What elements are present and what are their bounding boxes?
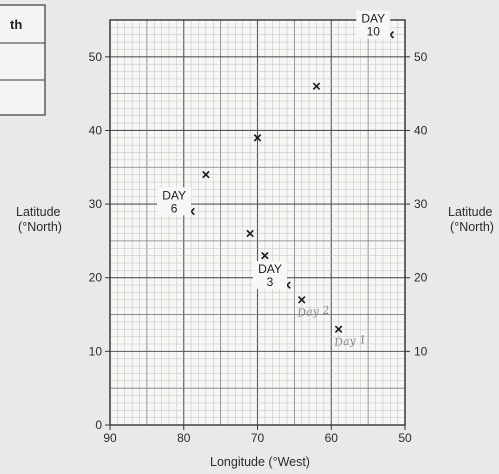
data-point-stroke — [253, 134, 262, 142]
x-tick-label: 70 — [251, 431, 265, 445]
day-label: DAY 3 — [258, 262, 282, 289]
y-tick-label-right: 10 — [414, 344, 428, 358]
day-label: DAY 10 — [361, 12, 385, 39]
day-label-background — [356, 10, 391, 39]
day-label: DAY 6 — [162, 188, 186, 215]
table-fragment: th — [0, 4, 46, 116]
y-tick-label-left: 40 — [89, 123, 103, 137]
handwritten-day-label: Day 2 — [296, 304, 330, 320]
data-point — [334, 325, 343, 334]
y-axis-label-right-line2: (°North) — [450, 220, 494, 234]
y-tick-label-right: 50 — [414, 50, 428, 64]
data-point — [202, 170, 210, 179]
handwritten-day-label: Day 1 — [333, 333, 367, 349]
day-label-line: 6 — [171, 201, 178, 215]
data-point — [297, 296, 306, 304]
y-tick-label-right: 30 — [414, 197, 428, 211]
day-label-background — [253, 261, 287, 290]
data-point-stroke — [334, 325, 343, 334]
x-tick-label: 90 — [103, 431, 117, 445]
y-axis-label-left: Latitude (°North) — [16, 205, 64, 234]
y-tick-label-left: 10 — [89, 344, 103, 358]
y-tick-label-right: 40 — [414, 123, 428, 137]
y-axis-label-left-line2: (°North) — [18, 220, 62, 234]
data-point — [261, 251, 269, 260]
data-point — [246, 229, 254, 238]
data-point-stroke — [297, 296, 306, 304]
day-label-line: 3 — [267, 275, 274, 289]
day-label-line: DAY — [258, 262, 282, 276]
x-axis-label: Longitude (°West) — [210, 455, 310, 469]
data-point-stroke — [261, 251, 269, 260]
y-axis-label-left-line1: Latitude — [16, 205, 61, 219]
tick-labels: 90 80 70 60 50 0 10 20 30 40 50 10 20 30 40 50 — [89, 50, 428, 445]
y-axis-label-right: Latitude (°North) — [448, 205, 496, 234]
data-point — [253, 134, 262, 142]
x-tick-label: 50 — [398, 431, 412, 445]
day-label-line: DAY — [162, 188, 186, 202]
y-tick-label-left: 0 — [95, 418, 102, 432]
y-tick-label-left: 50 — [89, 50, 103, 64]
data-point-stroke — [312, 82, 321, 91]
y-axis-label-right-line1: Latitude — [448, 205, 493, 219]
day-label-line: DAY — [361, 12, 385, 26]
y-tick-label-right: 20 — [414, 271, 428, 285]
table-border — [0, 4, 46, 116]
x-tick-label: 80 — [177, 431, 191, 445]
day-label-background — [157, 187, 192, 216]
data-point-stroke — [246, 229, 254, 238]
data-point — [312, 82, 321, 91]
day-label-line: 10 — [367, 25, 381, 39]
table-header-text: th — [10, 17, 22, 32]
plot-area — [109, 19, 406, 426]
data-point-stroke — [202, 170, 210, 179]
y-tick-label-left: 20 — [89, 271, 103, 285]
x-tick-label: 60 — [325, 431, 339, 445]
y-tick-label-left: 30 — [89, 197, 103, 211]
